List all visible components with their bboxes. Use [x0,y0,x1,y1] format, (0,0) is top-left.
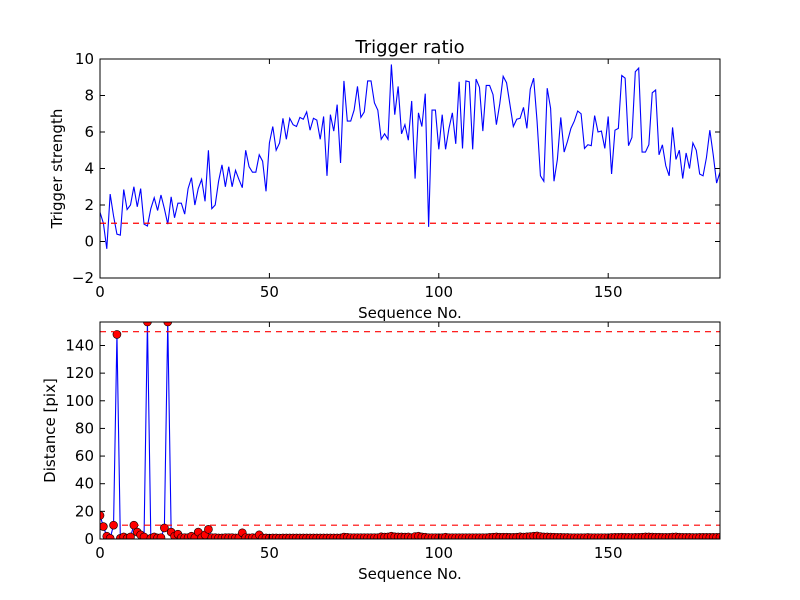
y-tick-label: 60 [75,447,94,465]
x-tick-label: 100 [424,283,453,301]
y-tick-label: 4 [84,160,94,178]
data-point [100,511,105,520]
x-tick-label: 100 [424,544,453,562]
x-axis-label: Sequence No. [358,304,462,322]
chart-title: Trigger ratio [354,37,464,58]
y-tick-label: 8 [84,87,94,105]
data-point [160,523,169,533]
data-series-line [100,64,720,249]
data-point [105,534,115,539]
distance-ticks: 0 50 100 150 0 20 40 60 80 100 120 140 [65,322,720,562]
data-point [156,533,166,539]
data-point [204,525,213,534]
y-tick-label: 0 [84,233,94,251]
x-tick-label: 0 [95,544,105,562]
trigger-strength-plot-area [100,64,720,249]
y-tick-label: 140 [65,336,94,354]
y-tick-label: 100 [65,392,94,410]
distance-plot: 0 50 100 150 0 20 40 60 80 100 120 140 Sequence No.… [41,321,721,583]
data-point [143,322,152,327]
x-axis-label: Sequence No. [358,565,462,583]
data-point [163,322,173,327]
y-axis-label: Distance [pix] [41,378,59,483]
distance-axes-frame [99,321,721,540]
data-point [126,532,135,539]
y-tick-label: 2 [84,196,94,214]
y-tick-label: 40 [75,475,94,493]
data-point [715,532,720,539]
data-point [100,522,108,531]
data-point [112,330,122,339]
distance-plot-area [100,322,720,539]
y-axis-label: Trigger strength [48,109,66,230]
x-tick-label: 0 [95,283,105,301]
y-tick-label: 6 [84,123,94,141]
x-tick-label: 50 [260,283,279,301]
x-tick-label: 150 [594,283,623,301]
x-tick-label: 150 [594,544,623,562]
y-tick-label: 20 [75,502,94,520]
y-tick-label: 120 [65,364,94,382]
y-tick-label: 0 [84,530,94,548]
y-tick-label: 80 [75,419,94,437]
x-tick-label: 50 [260,544,279,562]
y-tick-label: 10 [75,50,94,68]
y-tick-label: −2 [72,269,94,287]
